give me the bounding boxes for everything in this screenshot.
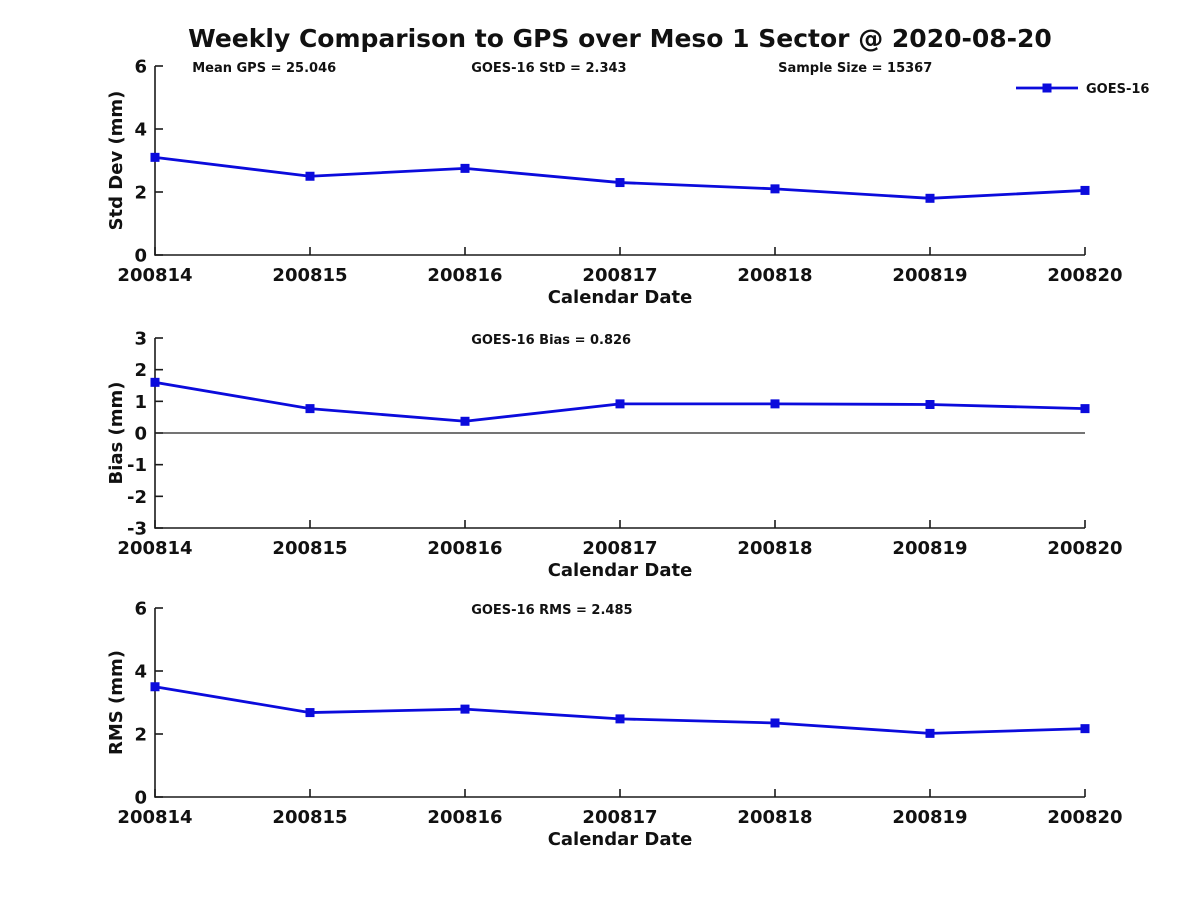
x-tick-label: 200815 <box>272 807 347 828</box>
legend: GOES-16 <box>1016 82 1149 97</box>
y-tick-label: -3 <box>127 519 147 540</box>
x-axis-label: Calendar Date <box>548 560 693 581</box>
x-tick-label: 200819 <box>892 265 967 286</box>
data-point-marker <box>770 718 780 728</box>
y-tick-label: 4 <box>134 662 147 683</box>
data-point-marker <box>1080 185 1090 195</box>
series-line-goes-16 <box>154 155 1086 200</box>
annotation-rms-0: GOES-16 RMS = 2.485 <box>471 603 632 618</box>
data-point-marker <box>1080 724 1090 734</box>
figure-title: Weekly Comparison to GPS over Meso 1 Sec… <box>188 24 1052 53</box>
x-tick-label: 200818 <box>737 807 812 828</box>
data-point-marker <box>150 682 160 692</box>
x-tick-label: 200816 <box>427 265 502 286</box>
y-tick-label: -1 <box>127 455 147 476</box>
y-axis-label: RMS (mm) <box>106 650 127 755</box>
x-tick-label: 200819 <box>892 807 967 828</box>
data-point-marker <box>460 416 470 426</box>
y-tick-label: 0 <box>134 788 147 809</box>
x-axis-label: Calendar Date <box>548 829 693 850</box>
x-tick-label: 200815 <box>272 265 347 286</box>
y-tick-label: -2 <box>127 487 147 508</box>
y-tick-label: 2 <box>134 725 147 746</box>
x-tick-label: 200815 <box>272 538 347 559</box>
data-point-marker <box>305 404 315 414</box>
data-point-marker <box>150 377 160 387</box>
data-point-marker <box>150 152 160 162</box>
y-tick-label: 0 <box>134 246 147 267</box>
data-point-marker <box>460 704 470 714</box>
y-tick-label: 6 <box>134 57 147 78</box>
subplot-std-dev: 0 2 4 6 200814 200815 200816 200817 200818 200819… <box>106 57 1149 309</box>
x-tick-label: 200819 <box>892 538 967 559</box>
x-tick-label: 200817 <box>582 807 657 828</box>
y-axis-label: Std Dev (mm) <box>106 91 127 231</box>
series-line-goes-16 <box>154 685 1086 735</box>
x-tick-label: 200820 <box>1047 265 1122 286</box>
x-tick-label: 200814 <box>117 807 192 828</box>
x-tick-label: 200817 <box>582 538 657 559</box>
data-point-marker <box>615 714 625 724</box>
y-axis-label: Bias (mm) <box>106 382 127 485</box>
x-tick-label: 200816 <box>427 538 502 559</box>
subplot-rms: 0 2 4 6 200814 200815 200816 200817 200818 200819… <box>106 599 1123 851</box>
data-point-marker <box>925 193 935 203</box>
legend-label: GOES-16 <box>1086 82 1149 97</box>
annotation-std-dev-1: GOES-16 StD = 2.343 <box>471 61 626 76</box>
annotation-std-dev-2: Sample Size = 15367 <box>778 61 932 76</box>
x-tick-label: 200816 <box>427 807 502 828</box>
data-point-marker <box>925 400 935 409</box>
data-point-marker <box>925 728 935 738</box>
y-tick-label: 2 <box>134 183 147 204</box>
x-tick-label: 200820 <box>1047 807 1122 828</box>
x-tick-label: 200814 <box>117 265 192 286</box>
x-tick-label: 200818 <box>737 538 812 559</box>
data-point-marker <box>770 184 780 194</box>
y-tick-label: 3 <box>134 329 147 350</box>
annotation-std-dev-0: Mean GPS = 25.046 <box>192 61 336 76</box>
y-tick-label: 4 <box>134 120 147 141</box>
data-point-marker <box>615 178 625 188</box>
x-tick-label: 200820 <box>1047 538 1122 559</box>
y-tick-label: 1 <box>134 392 147 413</box>
y-tick-label: 6 <box>134 599 147 620</box>
data-point-marker <box>1080 404 1090 414</box>
data-point-marker <box>305 171 315 181</box>
x-axis-label: Calendar Date <box>548 287 693 308</box>
annotation-bias-0: GOES-16 Bias = 0.826 <box>471 333 631 348</box>
y-tick-label: 0 <box>134 424 147 445</box>
x-tick-label: 200817 <box>582 265 657 286</box>
legend-marker <box>1042 83 1052 93</box>
y-tick-label: 2 <box>134 360 147 381</box>
x-tick-label: 200818 <box>737 265 812 286</box>
data-point-marker <box>460 163 470 173</box>
x-tick-label: 200814 <box>117 538 192 559</box>
data-point-marker <box>615 399 625 409</box>
data-point-marker <box>770 399 780 409</box>
subplot-bias: -3 -2 -1 0 1 2 3 200814 200815 200816 200817 200818… <box>106 329 1123 582</box>
data-point-marker <box>305 708 315 718</box>
